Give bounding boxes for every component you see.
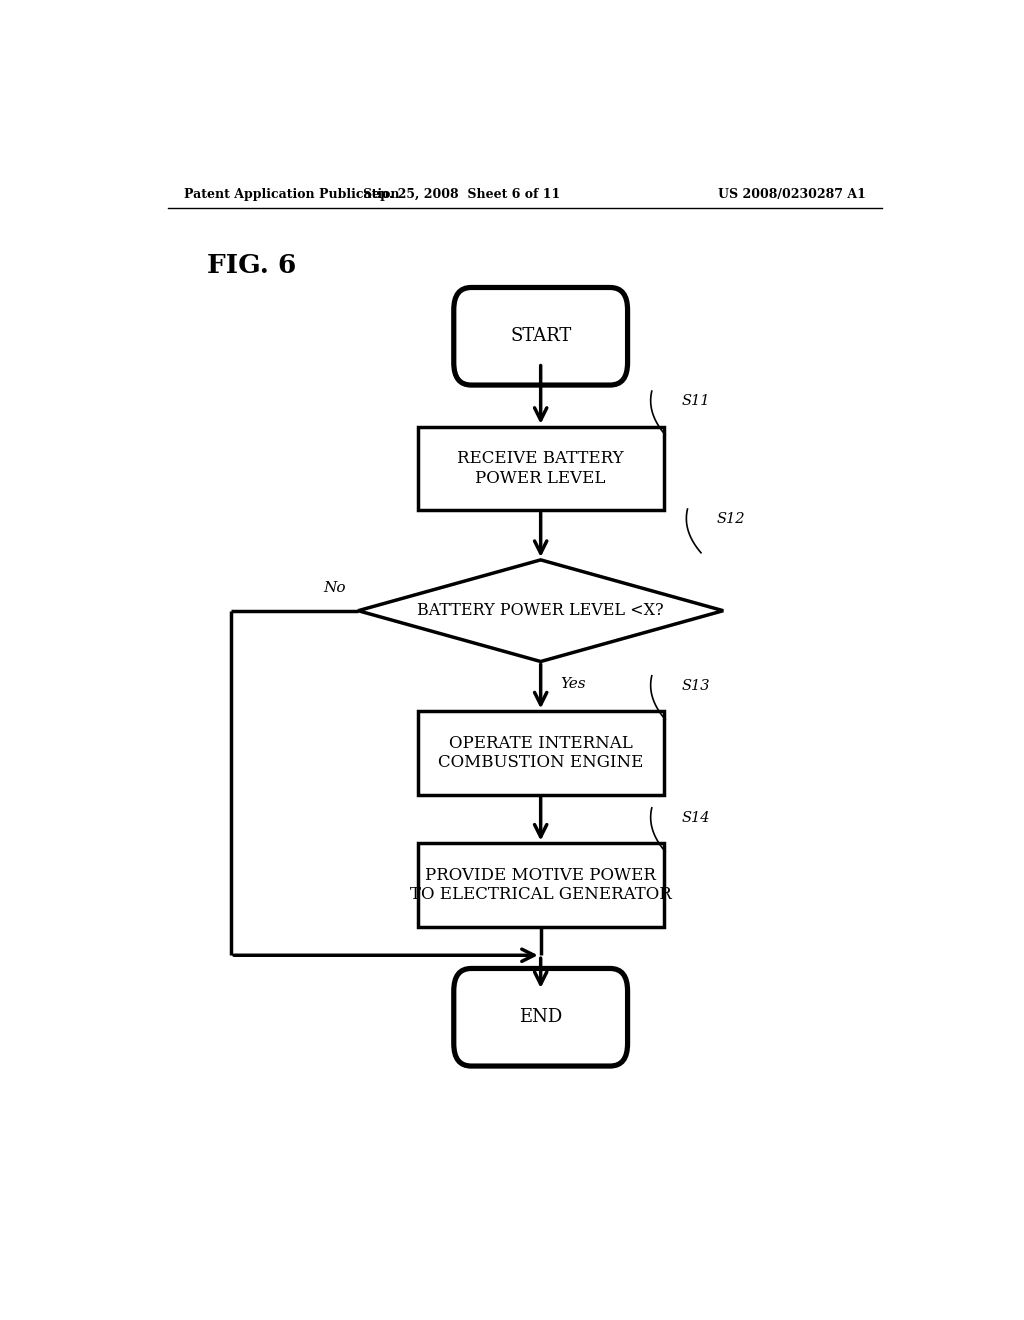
Text: S12: S12 <box>717 512 745 527</box>
Text: RECEIVE BATTERY
POWER LEVEL: RECEIVE BATTERY POWER LEVEL <box>458 450 624 487</box>
Text: S13: S13 <box>681 678 710 693</box>
Text: FIG. 6: FIG. 6 <box>207 252 297 277</box>
Text: US 2008/0230287 A1: US 2008/0230287 A1 <box>718 189 866 202</box>
Text: OPERATE INTERNAL
COMBUSTION ENGINE: OPERATE INTERNAL COMBUSTION ENGINE <box>438 735 643 771</box>
Polygon shape <box>358 560 723 661</box>
Text: BATTERY POWER LEVEL <X?: BATTERY POWER LEVEL <X? <box>418 602 664 619</box>
FancyBboxPatch shape <box>454 288 628 385</box>
Text: PROVIDE MOTIVE POWER
TO ELECTRICAL GENERATOR: PROVIDE MOTIVE POWER TO ELECTRICAL GENER… <box>410 867 672 903</box>
Bar <box>418 426 664 510</box>
Bar <box>418 843 664 927</box>
Text: Sep. 25, 2008  Sheet 6 of 11: Sep. 25, 2008 Sheet 6 of 11 <box>362 189 560 202</box>
Text: S14: S14 <box>681 812 710 825</box>
Bar <box>418 711 664 795</box>
Text: Yes: Yes <box>560 677 586 690</box>
FancyBboxPatch shape <box>454 969 628 1067</box>
Text: S11: S11 <box>681 395 710 408</box>
Text: Patent Application Publication: Patent Application Publication <box>183 189 399 202</box>
Text: START: START <box>510 327 571 346</box>
Text: END: END <box>519 1008 562 1026</box>
Text: No: No <box>324 581 346 595</box>
